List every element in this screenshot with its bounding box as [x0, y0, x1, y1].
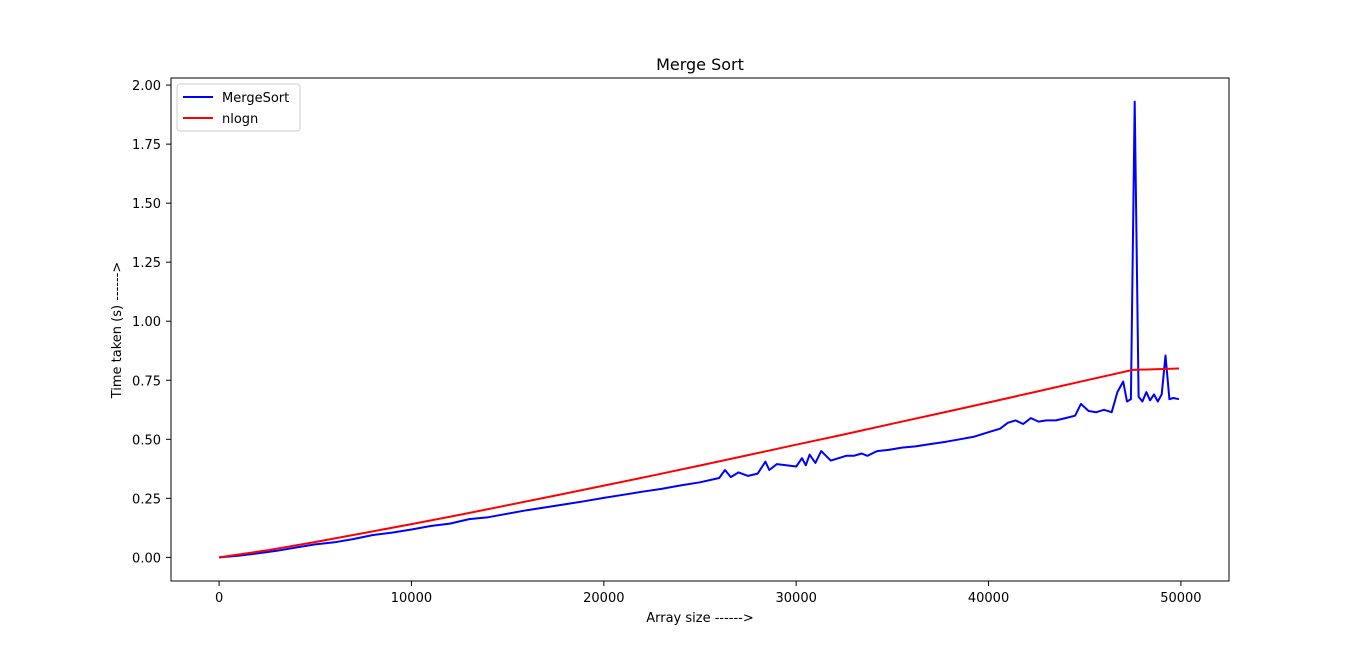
- y-tick-label: 0.25: [132, 492, 161, 507]
- x-tick-label: 20000: [583, 591, 624, 606]
- legend: MergeSort nlogn: [176, 83, 301, 132]
- plot-area: [170, 77, 1230, 582]
- legend-box: [176, 83, 301, 132]
- x-tick-label: 40000: [968, 591, 1009, 606]
- y-tick-label: 0.50: [132, 433, 161, 448]
- x-tick-label: 30000: [776, 591, 817, 606]
- series-line-mergesort: [219, 100, 1180, 559]
- y-axis-label: Time taken (s) ------>: [110, 262, 125, 400]
- y-tick-label: 0.75: [132, 374, 161, 389]
- y-tick-label: 0.00: [132, 551, 161, 566]
- x-tick-label: 0: [215, 591, 223, 606]
- x-tick-label: 10000: [391, 591, 432, 606]
- x-tick-label: 50000: [1160, 591, 1201, 606]
- y-tick-label: 1.25: [132, 256, 161, 271]
- x-axis-ticks: 0 10000 20000 30000 40000 50000: [215, 581, 1202, 606]
- y-tick-label: 1.50: [132, 197, 161, 212]
- legend-label-mergesort: MergeSort: [222, 91, 289, 106]
- x-axis-label: Array size ------>: [646, 611, 754, 626]
- y-tick-label: 1.75: [132, 138, 161, 153]
- y-tick-label: 1.00: [132, 315, 161, 330]
- chart-title: Merge Sort: [656, 55, 744, 74]
- series-group: [218, 100, 1180, 559]
- y-tick-label: 2.00: [132, 79, 161, 94]
- y-axis-ticks: 0.00 0.25 0.50 0.75 1.00 1.25 1.50 1.75 2.00: [132, 79, 171, 566]
- legend-label-nlogn: nlogn: [222, 112, 258, 127]
- series-line-nlogn: [218, 367, 1180, 559]
